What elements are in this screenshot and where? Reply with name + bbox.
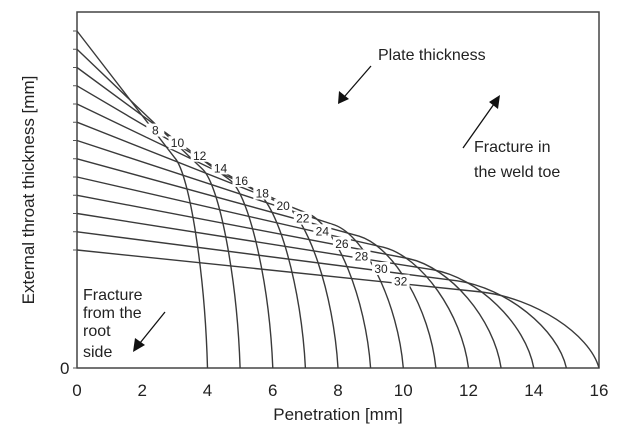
x-tick-label: 4 <box>203 381 212 400</box>
x-tick-label: 12 <box>459 381 478 400</box>
curve-label-bg <box>190 148 209 162</box>
curve-label-12: 12 <box>193 149 207 163</box>
curve-14 <box>76 85 307 369</box>
plate-thickness-arrow <box>338 65 372 104</box>
curve-label-22: 22 <box>296 212 310 226</box>
curve-label-8: 8 <box>152 124 159 138</box>
x-tick-label: 8 <box>333 381 342 400</box>
x-axis-title: Penetration [mm] <box>273 405 402 424</box>
curve-16 <box>76 103 339 369</box>
curves <box>76 30 600 369</box>
root-label-line2: from the <box>83 305 142 322</box>
y-tick-label: 0 <box>60 359 69 378</box>
weld-toe-label-line2: the weld toe <box>474 164 560 181</box>
root-label-line1: Fracture <box>83 287 143 304</box>
x-tick-label: 10 <box>394 381 413 400</box>
curve-label-28: 28 <box>355 249 369 263</box>
curve-18 <box>76 121 372 369</box>
x-tick-label: 16 <box>590 381 609 400</box>
curve-label-30: 30 <box>374 262 388 276</box>
curve-label-16: 16 <box>235 174 249 188</box>
curve-label-bg <box>372 262 391 276</box>
x-tick-label: 0 <box>72 381 81 400</box>
curve-label-26: 26 <box>335 237 349 251</box>
curve-label-bg <box>253 186 272 200</box>
plate-thickness-label: Plate thickness <box>378 47 486 64</box>
weld-toe-label-line1: Fracture in <box>474 139 550 156</box>
root-label-line3: root <box>83 323 111 340</box>
curve-label-bg <box>146 123 165 137</box>
curve-label-10: 10 <box>171 136 185 150</box>
curve-label-32: 32 <box>394 275 408 289</box>
curve-label-24: 24 <box>316 224 330 238</box>
curve-label-bg <box>352 249 371 263</box>
curve-label-bg <box>274 199 293 213</box>
curve-label-18: 18 <box>256 187 270 201</box>
y-tick-marks <box>73 30 77 369</box>
curve-label-bg <box>391 274 410 288</box>
curve-labels: 8 10 12 14 16 18 20 22 24 26 28 30 32 <box>146 123 410 289</box>
curve-label-bg <box>211 161 230 175</box>
curve-32 <box>76 249 600 369</box>
curve-24 <box>76 176 470 369</box>
curve-label-14: 14 <box>214 161 228 175</box>
curve-26 <box>76 194 502 369</box>
x-tick-labels: 0 2 4 6 8 10 12 14 16 <box>72 381 608 400</box>
curve-label-bg <box>313 224 332 238</box>
weld-toe-arrow <box>462 95 500 149</box>
plot-frame <box>76 11 600 369</box>
curve-28 <box>76 212 535 369</box>
curve-label-bg <box>168 136 187 150</box>
curve-label-bg <box>332 236 351 250</box>
x-tick-label: 6 <box>268 381 277 400</box>
x-tick-label: 14 <box>524 381 543 400</box>
root-arrow <box>133 311 166 352</box>
x-tick-label: 2 <box>138 381 147 400</box>
curve-label-20: 20 <box>277 199 291 213</box>
y-axis-title: External throat thickness [mm] <box>19 76 38 305</box>
curve-30 <box>76 231 568 369</box>
root-label-line4: side <box>83 344 112 361</box>
curve-label-bg <box>293 211 312 225</box>
curve-label-bg <box>232 173 251 187</box>
